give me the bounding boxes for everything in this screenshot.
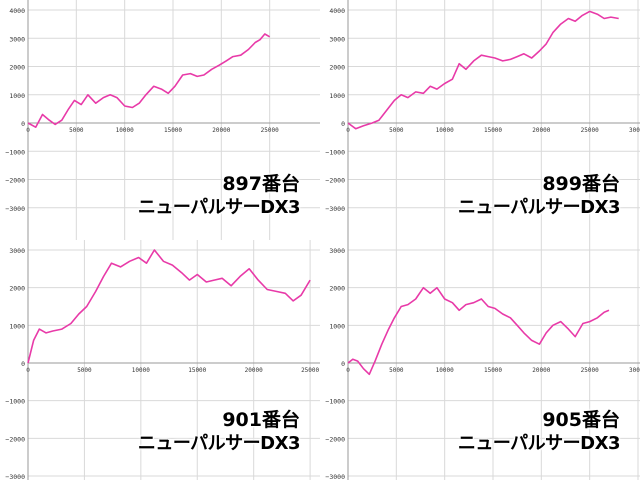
x-tick-label: 10000 <box>436 367 454 374</box>
series-line <box>347 10 619 130</box>
machine-model: ニューパルサーDX3 <box>457 197 621 218</box>
grid <box>347 240 640 480</box>
series-line <box>27 33 271 128</box>
machine-number: 905番台 <box>542 409 620 431</box>
y-tick-label: 1000 <box>9 92 25 100</box>
grid <box>27 0 320 240</box>
x-tick-label: 15000 <box>164 127 182 134</box>
y-tick-label: 2000 <box>9 285 25 293</box>
x-tick-label: 25000 <box>581 367 599 374</box>
y-tick-label: 2000 <box>329 285 345 293</box>
x-tick-label: 15000 <box>188 367 206 374</box>
y-tick-label: −3000 <box>5 205 25 213</box>
y-tick-label: 3000 <box>9 35 25 43</box>
caption-897: 897番台 ニューパルサーDX3 <box>137 172 301 220</box>
x-tick-label: 20000 <box>245 367 263 374</box>
y-tick-label: −2000 <box>5 435 25 443</box>
x-tick-label: 15000 <box>484 367 502 374</box>
chart-panel-899: 4000 3000 2000 10000 −1000 −2000 −3000 0 5000 100… <box>320 0 640 240</box>
y-tick-label: 4000 <box>329 7 345 15</box>
y-tick-label: 0 <box>21 360 25 368</box>
y-tick-label: 3000 <box>329 35 345 43</box>
x-tick-label: 30000 <box>629 367 640 374</box>
machine-model: ニューパルサーDX3 <box>137 433 301 454</box>
x-tick-label: 25000 <box>581 127 599 134</box>
chart-panel-905: 3000200010000−1000−2000−3000050001000015… <box>320 240 640 480</box>
x-tick-label: 20000 <box>532 127 550 134</box>
y-tick-label: −3000 <box>325 205 345 213</box>
machine-model: ニューパルサーDX3 <box>457 433 621 454</box>
y-tick-label: −2000 <box>5 177 25 185</box>
caption-899: 899番台 ニューパルサーDX3 <box>457 172 621 220</box>
y-tick-label: 0 <box>341 120 345 128</box>
caption-905: 905番台 ニューパルサーDX3 <box>457 408 621 456</box>
x-tick-label: 5000 <box>389 367 404 374</box>
x-tick-label: 25000 <box>261 127 279 134</box>
series-line <box>347 286 610 376</box>
x-tick-label: 5000 <box>389 127 404 134</box>
y-tick-label: −1000 <box>5 148 25 156</box>
x-tick-label: 10000 <box>436 127 454 134</box>
machine-model: ニューパルサーDX3 <box>137 197 301 218</box>
y-tick-label: 0 <box>21 120 25 128</box>
series-line <box>27 249 311 364</box>
y-tick-label: 3000 <box>329 247 345 255</box>
x-tick-label: 15000 <box>484 127 502 134</box>
grid <box>347 0 640 240</box>
y-tick-label: −1000 <box>325 398 345 406</box>
line-chart-897: 4000 3000 2000 10000 −1000 −2000 −3000 0 5000 100… <box>5 0 320 240</box>
chart-panel-901: 3000200010000−1000−2000−3000050001000015… <box>0 240 320 480</box>
machine-number: 897番台 <box>222 173 300 195</box>
y-tick-label: −1000 <box>5 398 25 406</box>
line-chart-905: 3000200010000−1000−2000−3000050001000015… <box>325 240 640 480</box>
x-tick-label: 10000 <box>116 127 134 134</box>
y-tick-label: −2000 <box>325 435 345 443</box>
y-tick-label: −3000 <box>325 473 345 480</box>
x-tick-label: 5000 <box>69 127 84 134</box>
line-chart-899: 4000 3000 2000 10000 −1000 −2000 −3000 0 5000 100… <box>325 0 640 240</box>
y-tick-label: −1000 <box>325 148 345 156</box>
x-tick-label: 5000 <box>77 367 92 374</box>
x-tick-label: 20000 <box>532 367 550 374</box>
chart-panel-897: 4000 3000 2000 10000 −1000 −2000 −3000 0 5000 100… <box>0 0 320 240</box>
y-tick-label: −3000 <box>5 473 25 480</box>
x-tick-label: 25000 <box>301 367 319 374</box>
x-tick-label: 10000 <box>132 367 150 374</box>
y-tick-label: 1000 <box>329 322 345 330</box>
y-tick-label: 0 <box>341 360 345 368</box>
machine-number: 899番台 <box>542 173 620 195</box>
y-tick-label: 2000 <box>9 64 25 72</box>
y-tick-label: 3000 <box>9 247 25 255</box>
x-tick-label: 20000 <box>212 127 230 134</box>
y-tick-label: −2000 <box>325 177 345 185</box>
caption-901: 901番台 ニューパルサーDX3 <box>137 408 301 456</box>
y-tick-label: 1000 <box>9 322 25 330</box>
y-tick-label: 1000 <box>329 92 345 100</box>
grid <box>27 240 320 480</box>
y-tick-label: 2000 <box>329 64 345 72</box>
machine-number: 901番台 <box>222 409 300 431</box>
y-tick-label: 4000 <box>9 7 25 15</box>
x-tick-label: 30000 <box>629 127 640 134</box>
line-chart-901: 3000200010000−1000−2000−3000050001000015… <box>5 240 320 480</box>
